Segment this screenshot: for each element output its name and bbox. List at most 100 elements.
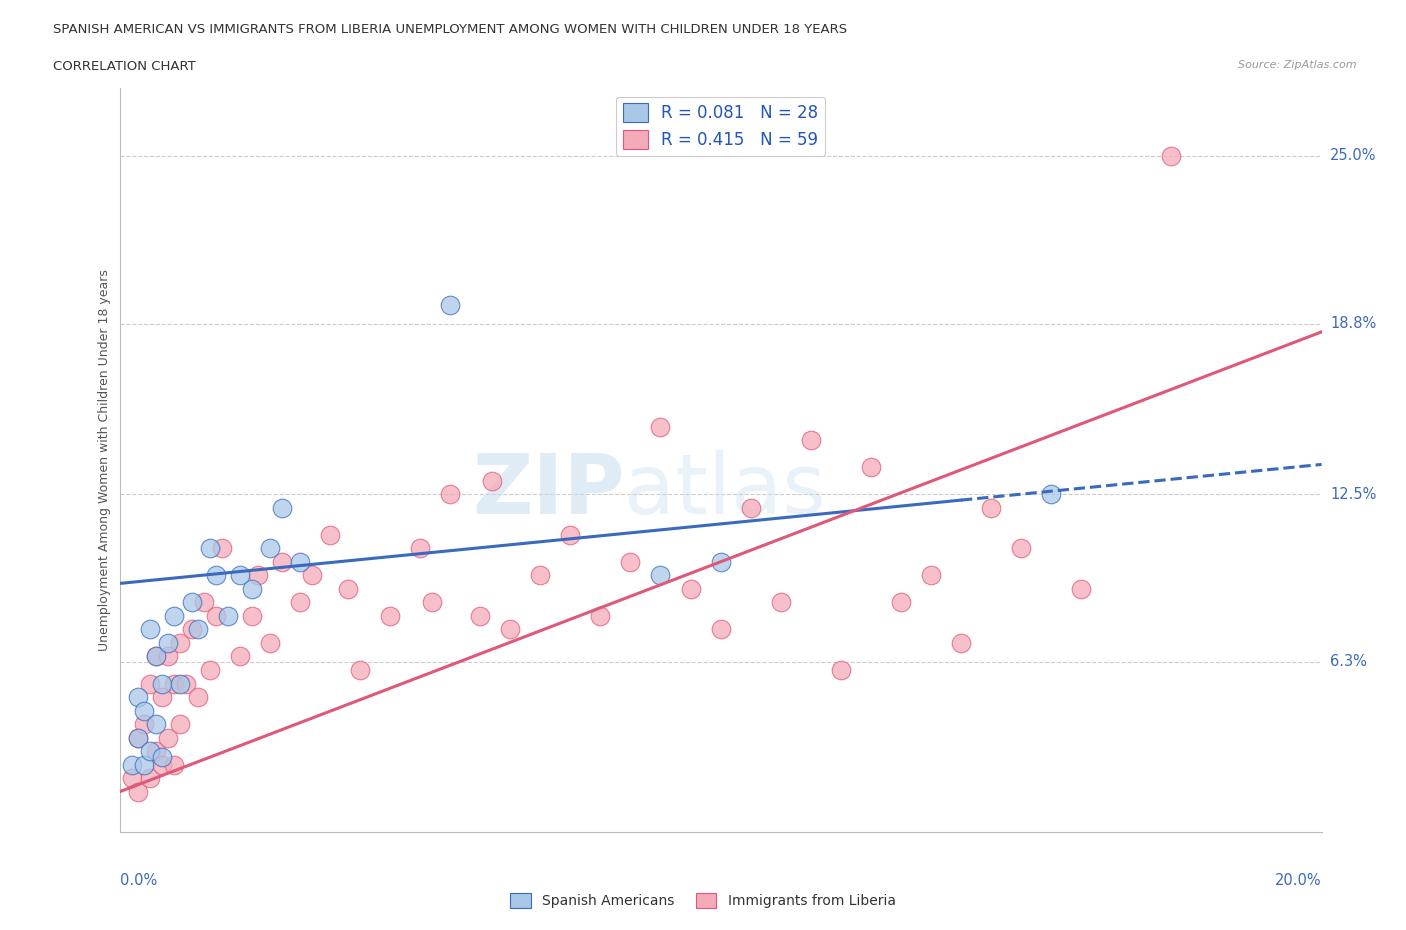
- Point: [650, 568, 672, 583]
- Point: [259, 635, 281, 650]
- Point: [145, 649, 167, 664]
- Point: [145, 744, 167, 759]
- Point: [156, 649, 179, 664]
- Point: [619, 554, 641, 569]
- Point: [800, 432, 823, 447]
- Point: [169, 635, 191, 650]
- Point: [336, 581, 359, 596]
- Point: [740, 500, 762, 515]
- Point: [481, 473, 503, 488]
- Point: [1160, 149, 1182, 164]
- Point: [288, 595, 311, 610]
- Point: [169, 717, 191, 732]
- Point: [180, 595, 202, 610]
- Point: [246, 568, 269, 583]
- Point: [198, 541, 221, 556]
- Point: [150, 750, 173, 764]
- Point: [240, 608, 263, 623]
- Text: 6.3%: 6.3%: [1330, 655, 1367, 670]
- Point: [589, 608, 612, 623]
- Point: [420, 595, 443, 610]
- Point: [150, 690, 173, 705]
- Point: [132, 757, 155, 772]
- Point: [162, 676, 184, 691]
- Point: [409, 541, 432, 556]
- Point: [150, 757, 173, 772]
- Text: SPANISH AMERICAN VS IMMIGRANTS FROM LIBERIA UNEMPLOYMENT AMONG WOMEN WITH CHILDR: SPANISH AMERICAN VS IMMIGRANTS FROM LIBE…: [53, 23, 848, 36]
- Point: [162, 608, 184, 623]
- Point: [270, 500, 292, 515]
- Point: [150, 676, 173, 691]
- Point: [709, 554, 731, 569]
- Point: [169, 676, 191, 691]
- Point: [211, 541, 233, 556]
- Point: [560, 527, 582, 542]
- Point: [156, 635, 179, 650]
- Point: [228, 568, 252, 583]
- Point: [470, 608, 492, 623]
- Point: [156, 730, 179, 745]
- Point: [890, 595, 912, 610]
- Point: [769, 595, 792, 610]
- Point: [439, 298, 461, 312]
- Text: Source: ZipAtlas.com: Source: ZipAtlas.com: [1239, 60, 1357, 71]
- Point: [145, 649, 167, 664]
- Text: 0.0%: 0.0%: [120, 873, 156, 888]
- Point: [127, 730, 149, 745]
- Text: 18.8%: 18.8%: [1330, 316, 1376, 331]
- Point: [950, 635, 973, 650]
- Point: [259, 541, 281, 556]
- Point: [127, 690, 149, 705]
- Point: [228, 649, 252, 664]
- Point: [138, 676, 160, 691]
- Point: [204, 568, 226, 583]
- Point: [499, 622, 522, 637]
- Point: [240, 581, 263, 596]
- Point: [650, 419, 672, 434]
- Point: [138, 744, 160, 759]
- Point: [319, 527, 342, 542]
- Text: ZIP: ZIP: [472, 449, 624, 531]
- Point: [193, 595, 215, 610]
- Point: [204, 608, 226, 623]
- Point: [198, 662, 221, 677]
- Text: 20.0%: 20.0%: [1275, 873, 1322, 888]
- Point: [187, 690, 209, 705]
- Point: [138, 622, 160, 637]
- Point: [1010, 541, 1032, 556]
- Point: [174, 676, 197, 691]
- Point: [127, 784, 149, 799]
- Point: [529, 568, 551, 583]
- Text: 12.5%: 12.5%: [1330, 486, 1376, 501]
- Point: [349, 662, 371, 677]
- Point: [187, 622, 209, 637]
- Point: [439, 486, 461, 501]
- Text: CORRELATION CHART: CORRELATION CHART: [53, 60, 197, 73]
- Point: [830, 662, 852, 677]
- Point: [980, 500, 1002, 515]
- Point: [859, 459, 882, 474]
- Point: [679, 581, 702, 596]
- Point: [920, 568, 942, 583]
- Point: [138, 771, 160, 786]
- Point: [378, 608, 401, 623]
- Point: [145, 717, 167, 732]
- Y-axis label: Unemployment Among Women with Children Under 18 years: Unemployment Among Women with Children U…: [98, 270, 111, 651]
- Text: 25.0%: 25.0%: [1330, 149, 1376, 164]
- Point: [1040, 486, 1063, 501]
- Text: atlas: atlas: [624, 449, 827, 531]
- Legend: Spanish Americans, Immigrants from Liberia: Spanish Americans, Immigrants from Liber…: [505, 888, 901, 914]
- Point: [132, 703, 155, 718]
- Point: [301, 568, 323, 583]
- Point: [217, 608, 239, 623]
- Point: [1070, 581, 1092, 596]
- Point: [121, 757, 143, 772]
- Point: [709, 622, 731, 637]
- Point: [180, 622, 202, 637]
- Legend: R = 0.081   N = 28, R = 0.415   N = 59: R = 0.081 N = 28, R = 0.415 N = 59: [616, 97, 825, 155]
- Point: [288, 554, 311, 569]
- Point: [270, 554, 292, 569]
- Point: [121, 771, 143, 786]
- Point: [132, 717, 155, 732]
- Point: [162, 757, 184, 772]
